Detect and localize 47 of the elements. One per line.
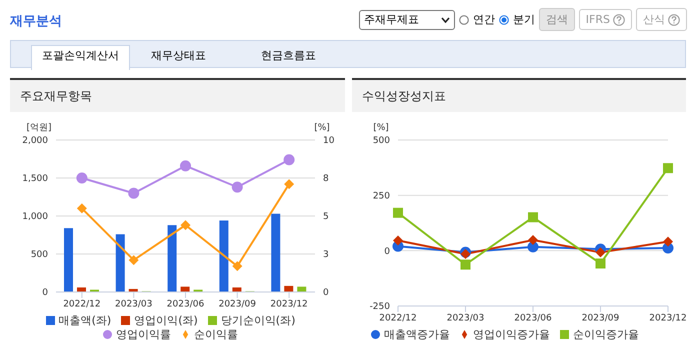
text: 재무상태표 <box>150 48 207 64</box>
y-axis-title: [억원] <box>26 123 52 133</box>
y-tick-label: 2,000 <box>22 136 48 146</box>
text: 포괄손익계산서 <box>31 45 130 70</box>
text: 재무분석 <box>10 13 62 30</box>
text: 주재무제표 <box>364 12 419 27</box>
y2-tick-label: 0 <box>323 288 329 298</box>
y-tick-label: 1,000 <box>22 212 48 222</box>
y2-axis-title: [%] <box>314 123 330 133</box>
legend-label: 영업이익증가율 <box>473 328 550 341</box>
y2-tick-label: 8 <box>323 174 329 184</box>
text: 검색 <box>538 8 575 31</box>
text: 연간 <box>472 12 495 27</box>
y2-tick-label: 10 <box>323 136 335 146</box>
text: 현금흐름표 <box>260 48 317 64</box>
x-tick-label: 2023/06 <box>166 299 204 310</box>
x-tick-label: 2023/12 <box>649 313 687 324</box>
text: 산식 <box>636 8 687 31</box>
legend-label: 매출액(좌) <box>58 314 112 327</box>
y2-tick-label: 5 <box>323 212 329 222</box>
legend-label: 순이익률 <box>194 328 238 341</box>
x-tick-label: 2023/09 <box>218 299 256 310</box>
y-tick-label: 500 <box>30 250 48 260</box>
y-tick-label: -250 <box>370 302 390 312</box>
legend-label: 매출액증가율 <box>384 328 450 341</box>
legend-label: 순이익증가율 <box>573 328 639 341</box>
chart-title: 주요재무항목 <box>10 78 345 112</box>
text: 분기 <box>512 12 535 27</box>
y-tick-label: 1,500 <box>22 174 48 184</box>
legend-label: 영업이익률 <box>116 328 171 341</box>
y2-tick-label: 3 <box>323 250 329 260</box>
x-tick-label: 2023/03 <box>446 313 484 324</box>
x-tick-label: 2023/03 <box>115 299 152 310</box>
y-tick-label: 500 <box>372 136 390 146</box>
x-tick-label: 2023/12 <box>270 299 308 310</box>
x-tick-label: 2023/06 <box>514 313 552 324</box>
y-tick-label: 0 <box>42 288 48 298</box>
x-tick-label: 2022/12 <box>379 313 417 324</box>
y-tick-label: 0 <box>384 246 390 257</box>
x-tick-label: 2023/09 <box>582 313 620 324</box>
chart-title: 수익성장성지표 <box>352 78 686 112</box>
x-tick-label: 2022/12 <box>63 299 101 310</box>
legend-label: 당기순이익(좌) <box>220 314 296 327</box>
legend-label: 영업이익(좌) <box>134 314 198 327</box>
y-axis-title: [%] <box>373 123 389 133</box>
text: IFRS <box>578 9 632 30</box>
y-tick-label: 250 <box>372 192 390 202</box>
